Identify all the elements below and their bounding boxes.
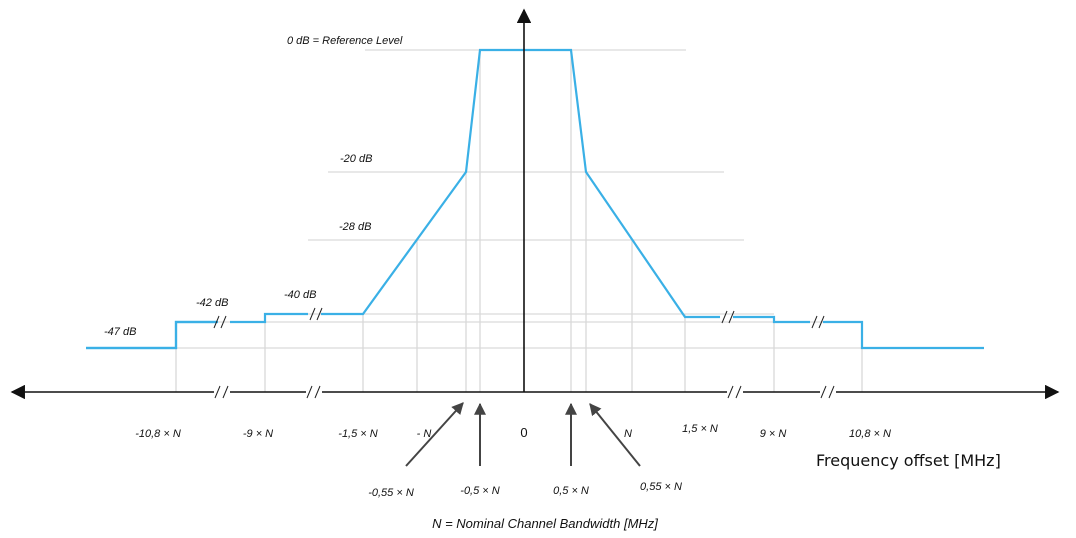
level-label-28db: -28 dB bbox=[339, 221, 371, 233]
break-mark bbox=[214, 385, 229, 399]
tick-label: -1,5 × N bbox=[338, 428, 377, 440]
offset-pointers: -0,55 × N -0,5 × N 0,5 × N 0,55 × N bbox=[368, 402, 682, 499]
tick-label: N bbox=[624, 428, 632, 440]
tick-label: -9 × N bbox=[243, 428, 273, 440]
level-label-20db: -20 dB bbox=[340, 153, 372, 165]
spectrum-mask-seg-left-a bbox=[86, 320, 217, 350]
pointer-label: 0,55 × N bbox=[640, 481, 682, 493]
level-label-42db: -42 dB bbox=[196, 297, 228, 309]
break-mark bbox=[721, 310, 735, 324]
break-mark bbox=[811, 315, 825, 329]
tick-label: 9 × N bbox=[760, 428, 787, 440]
tick-label: 1,5 × N bbox=[682, 423, 718, 435]
tick-label: -10,8 × N bbox=[135, 428, 181, 440]
break-mark bbox=[727, 385, 742, 399]
break-mark bbox=[306, 385, 321, 399]
level-label-40db: -40 dB bbox=[284, 289, 316, 301]
spectrum-mask-seg-center bbox=[321, 48, 720, 319]
level-label-47db: -47 dB bbox=[104, 326, 136, 338]
pointer-label: -0,5 × N bbox=[460, 485, 499, 497]
level-labels: 0 dB = Reference Level -20 dB -28 dB -40… bbox=[104, 35, 403, 338]
tick-label: - N bbox=[417, 428, 432, 440]
break-mark bbox=[820, 385, 835, 399]
spectrum-mask-seg-left-b bbox=[230, 312, 308, 324]
frequency-axis-title: Frequency offset [MHz] bbox=[816, 451, 1001, 470]
spectrum-mask-seg-right-b bbox=[823, 320, 984, 350]
tick-label-zero: 0 bbox=[520, 425, 527, 440]
frequency-tick-labels: -10,8 × N -9 × N -1,5 × N - N 0 N 1,5 × … bbox=[135, 423, 891, 440]
mask-break-marks bbox=[213, 307, 825, 329]
break-mark bbox=[213, 315, 227, 329]
frequency-droplines bbox=[175, 50, 863, 392]
pointer-arrow bbox=[405, 402, 464, 467]
footnote: N = Nominal Channel Bandwidth [MHz] bbox=[432, 516, 658, 531]
spectrum-mask-seg-right-a bbox=[733, 315, 810, 324]
break-mark bbox=[309, 307, 323, 321]
pointer-label: 0,5 × N bbox=[553, 485, 589, 497]
pointer-arrow bbox=[589, 403, 641, 467]
level-label-0db: 0 dB = Reference Level bbox=[287, 35, 403, 47]
pointer-label: -0,55 × N bbox=[368, 487, 414, 499]
axis-break-marks bbox=[214, 385, 836, 399]
tick-label: 10,8 × N bbox=[849, 428, 891, 440]
